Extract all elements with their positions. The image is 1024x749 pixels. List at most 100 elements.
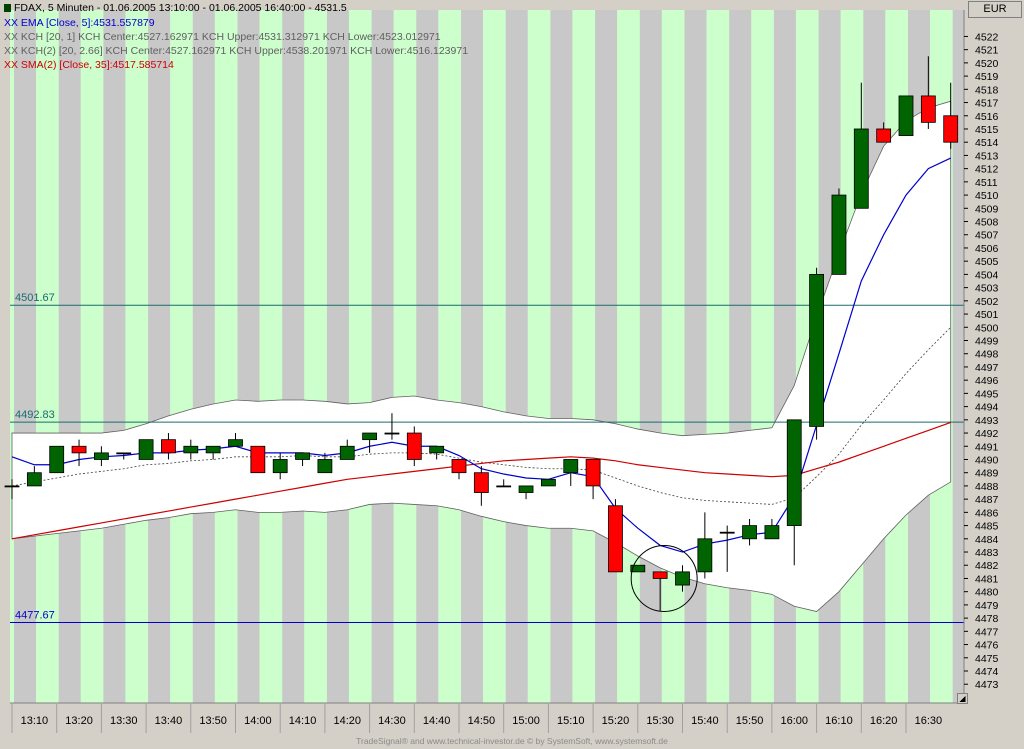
candle-body [250, 445, 266, 474]
time-tick-label: 16:20 [870, 715, 898, 727]
price-tick-label: 4475 [975, 653, 999, 665]
candle-body [473, 472, 489, 493]
price-axis-panel [964, 10, 1024, 703]
candle-body [451, 459, 467, 474]
time-tick-label: 14:00 [244, 715, 272, 727]
price-tick-label: 4495 [975, 388, 999, 400]
price-tick-label: 4516 [975, 111, 999, 123]
price-tick-label: 4503 [975, 283, 999, 295]
kch-center-line [11, 326, 951, 505]
candle-body [697, 538, 713, 573]
candle-body [26, 472, 42, 487]
instrument-icon [4, 4, 11, 12]
candle-body [742, 525, 757, 540]
candle-body [384, 432, 400, 435]
price-tick-label: 4512 [975, 164, 999, 176]
candle-body [138, 439, 154, 460]
price-tick-label: 4484 [975, 534, 999, 546]
kch2-legend[interactable]: XX KCH(2) [20, 2.66] KCH Center:4527.162… [4, 45, 469, 57]
time-band-gray [416, 10, 439, 703]
price-tick-label: 4518 [975, 84, 999, 96]
time-band-gray [282, 10, 305, 703]
candle-body [362, 432, 378, 441]
annotations [630, 544, 698, 612]
price-tick-label: 4507 [975, 230, 999, 242]
candle-body [943, 115, 959, 143]
price-tick-label: 4486 [975, 507, 999, 519]
instrument-title: FDAX, 5 Minuten - 01.06.2005 13:10:00 - … [14, 2, 347, 14]
time-axis-panel [0, 703, 1024, 736]
price-tick-label: 4508 [975, 217, 999, 229]
ema-legend[interactable]: XX EMA [Close, 5]:4531.557879 [4, 17, 155, 29]
time-band-gray [729, 10, 752, 703]
price-tick-label: 4519 [975, 71, 999, 83]
time-band-gray [505, 10, 528, 703]
time-tick-label: 13:10 [21, 715, 49, 727]
time-tick-label: 15:00 [512, 715, 540, 727]
reference-line-label: 4492.83 [15, 409, 55, 421]
candle-body [831, 194, 847, 275]
reference-line-label: 4501.67 [15, 292, 55, 304]
price-tick-label: 4520 [975, 58, 999, 70]
price-tick-label: 4492 [975, 428, 999, 440]
time-tick-label: 14:20 [333, 715, 361, 727]
price-tick-label: 4489 [975, 468, 999, 480]
price-tick-label: 4515 [975, 124, 999, 136]
price-tick-label: 4521 [975, 45, 999, 57]
candle-body [339, 445, 355, 460]
price-tick-label: 4477 [975, 626, 999, 638]
price-tick-label: 4506 [975, 243, 999, 255]
candle-body [183, 445, 199, 454]
price-tick-label: 4499 [975, 336, 999, 348]
time-axis[interactable]: 13:10 13:20 13:30 13:40 13:50 14:00 14:10 14:20… [0, 702, 1024, 736]
price-tick-label: 4514 [975, 137, 999, 149]
price-tick-label: 4490 [975, 454, 999, 466]
price-tick-label: 4479 [975, 600, 999, 612]
candle-body [876, 128, 892, 143]
time-band-gray [639, 10, 662, 703]
sma-legend[interactable]: XX SMA(2) [Close, 35]:4517.585714 [4, 59, 174, 71]
kch-legend[interactable]: XX KCH [20, 1] KCH Center:4527.162971 KC… [4, 31, 441, 43]
candle-body [228, 439, 243, 447]
time-band-gray [461, 10, 483, 703]
time-tick-label: 15:50 [736, 715, 764, 727]
price-tick-label: 4510 [975, 190, 999, 202]
currency-button[interactable]: EUR [968, 1, 1022, 18]
time-band-gray [14, 10, 36, 703]
price-tick-label: 4511 [975, 177, 998, 189]
resize-corner-icon[interactable]: ◢ [957, 693, 968, 704]
price-tick-label: 4480 [975, 587, 999, 599]
price-tick-label: 4491 [975, 441, 999, 453]
time-tick-label: 16:30 [915, 715, 943, 727]
price-tick-label: 4505 [975, 256, 999, 268]
candle-body [675, 571, 690, 586]
keltner-band-fill [11, 100, 952, 612]
price-tick-label: 4478 [975, 613, 999, 625]
candle-body [496, 485, 512, 488]
candle-body [853, 128, 869, 209]
price-tick-label: 4500 [975, 322, 999, 334]
candle-body [161, 439, 176, 454]
price-tick-label: 4485 [975, 521, 999, 533]
price-tick-label: 4493 [975, 415, 999, 427]
candle-body [406, 432, 422, 460]
candle-body [786, 419, 802, 526]
price-tick-label: 4482 [975, 560, 999, 572]
candle-body [518, 485, 534, 493]
price-tick-label: 4476 [975, 640, 999, 652]
candle-body [898, 95, 914, 136]
time-band-gray [148, 10, 171, 703]
price-tick-label: 4496 [975, 375, 999, 387]
price-tick-label: 4509 [975, 203, 999, 215]
time-band-gray [58, 10, 81, 703]
price-tick-label: 4522 [975, 31, 999, 43]
price-tick-label: 4501 [975, 309, 999, 321]
time-tick-label: 15:10 [557, 715, 585, 727]
time-tick-label: 14:30 [378, 715, 406, 727]
time-band-gray [192, 10, 215, 703]
price-tick-label: 4488 [975, 481, 999, 493]
time-tick-label: 13:50 [199, 715, 227, 727]
price-tick-label: 4497 [975, 362, 999, 374]
